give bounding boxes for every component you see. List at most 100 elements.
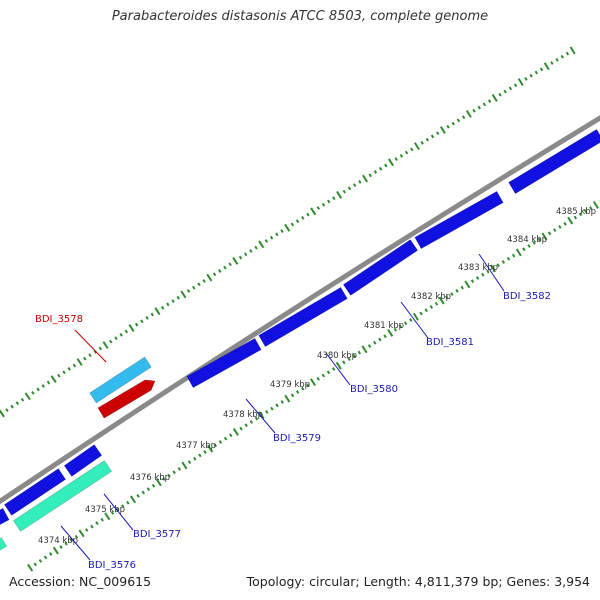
- outer-tick-mark: [503, 89, 507, 94]
- outer-tick-mark: [465, 110, 472, 118]
- gene-leader-line: [478, 253, 505, 292]
- outer-tick-mark: [336, 190, 343, 199]
- outer-tick-mark: [394, 157, 398, 161]
- outer-tick-mark: [342, 189, 346, 194]
- outer-tick-mark: [150, 312, 154, 317]
- inner-tick-mark: [506, 256, 511, 261]
- inner-tick-mark: [136, 494, 140, 498]
- outer-tick-mark: [451, 121, 455, 126]
- outer-tick-mark: [20, 397, 25, 402]
- inner-tick-mark: [357, 350, 362, 355]
- gene-block: [63, 444, 103, 477]
- outer-tick-mark: [264, 239, 269, 243]
- inner-tick-mark: [537, 237, 542, 242]
- inner-tick-mark: [578, 212, 583, 217]
- outer-tick-mark: [41, 384, 46, 388]
- scale-label: 4385 kbp: [556, 207, 596, 217]
- outer-tick-mark: [321, 202, 326, 207]
- inner-tick-mark: [229, 433, 233, 438]
- outer-tick-mark: [565, 51, 570, 56]
- outer-tick-mark: [425, 137, 430, 142]
- outer-tick-mark: [472, 108, 476, 113]
- outer-tick-mark: [15, 401, 20, 406]
- outer-tick-mark: [160, 305, 165, 310]
- outer-tick-mark: [513, 83, 518, 88]
- outer-tick-mark: [461, 115, 466, 120]
- outer-tick-mark: [186, 289, 191, 293]
- inner-tick-mark: [120, 504, 125, 508]
- gene-label: BDI_3578: [35, 314, 83, 325]
- inner-tick-mark: [306, 383, 310, 388]
- gene-leader-line: [325, 352, 351, 386]
- gene-label: BDI_3580: [350, 384, 398, 395]
- inner-tick-mark: [592, 200, 599, 209]
- inner-tick-mark: [373, 340, 377, 345]
- gene-block: [258, 286, 348, 348]
- inner-tick-mark: [347, 357, 351, 362]
- outer-tick-mark: [197, 282, 201, 287]
- scale-label: 4380 kbp: [317, 351, 357, 361]
- scale-label: 4383 kbp: [458, 263, 498, 273]
- inner-tick-mark: [207, 444, 214, 453]
- inner-tick-mark: [532, 240, 536, 245]
- outer-tick-mark: [202, 279, 206, 283]
- inner-tick-mark: [275, 403, 279, 408]
- outer-tick-mark: [378, 166, 383, 171]
- inner-tick-mark: [460, 285, 464, 290]
- outer-tick-mark: [269, 235, 274, 240]
- inner-tick-mark: [129, 495, 137, 504]
- outer-tick-mark: [569, 46, 576, 55]
- outer-tick-mark: [243, 252, 248, 257]
- inner-tick-mark: [187, 460, 192, 465]
- outer-tick-mark: [10, 404, 14, 409]
- outer-tick-mark: [529, 73, 533, 78]
- inner-tick-mark: [316, 376, 320, 381]
- outer-tick-mark: [352, 183, 357, 187]
- outer-tick-mark: [316, 206, 321, 210]
- inner-tick-mark: [387, 329, 394, 337]
- inner-tick-mark: [321, 373, 326, 378]
- inner-tick-mark: [110, 511, 115, 515]
- outer-tick-mark: [517, 78, 524, 86]
- outer-tick-mark: [192, 285, 196, 290]
- gene-leader-line: [60, 525, 91, 561]
- scale-label: 4384 kbp: [507, 235, 547, 245]
- gene-label: BDI_3582: [503, 291, 551, 302]
- inner-tick-mark: [258, 411, 265, 420]
- outer-tick-mark: [83, 356, 87, 361]
- inner-tick-mark: [481, 272, 485, 277]
- inner-tick-mark: [74, 534, 79, 539]
- outer-tick-mark: [362, 174, 369, 183]
- outer-tick-mark: [50, 375, 57, 384]
- inner-tick-mark: [342, 360, 346, 365]
- inner-tick-mark: [450, 292, 454, 296]
- outer-tick-mark: [124, 329, 129, 334]
- gene-label: BDI_3576: [88, 560, 136, 571]
- outer-tick-mark: [543, 62, 550, 71]
- inner-tick-mark: [326, 370, 331, 375]
- outer-tick-mark: [284, 223, 291, 232]
- genome-summary-text: Topology: circular; Length: 4,811,379 bp…: [246, 574, 590, 589]
- outer-tick-mark: [539, 67, 544, 72]
- gene-label: BDI_3577: [133, 529, 181, 540]
- outer-tick-mark: [534, 70, 539, 75]
- inner-tick-mark: [563, 221, 567, 226]
- inner-tick-mark: [218, 440, 223, 444]
- outer-tick-mark: [280, 229, 284, 233]
- inner-tick-mark: [126, 500, 130, 505]
- outer-tick-mark: [228, 262, 232, 267]
- outer-tick-mark: [491, 94, 498, 102]
- inner-tick-mark: [232, 428, 239, 436]
- inner-tick-mark: [167, 473, 171, 478]
- outer-tick-mark: [154, 307, 161, 316]
- inner-tick-mark: [511, 253, 516, 258]
- outer-tick-mark: [373, 170, 378, 174]
- inner-tick-mark: [270, 406, 274, 411]
- scale-label: 4374 kbp: [38, 536, 78, 546]
- gene-leader-line: [103, 493, 134, 531]
- inner-tick-mark: [445, 295, 449, 300]
- backbone-line: [0, 115, 600, 505]
- scale-label: 4377 kbp: [176, 441, 216, 451]
- inner-tick-mark: [59, 545, 63, 550]
